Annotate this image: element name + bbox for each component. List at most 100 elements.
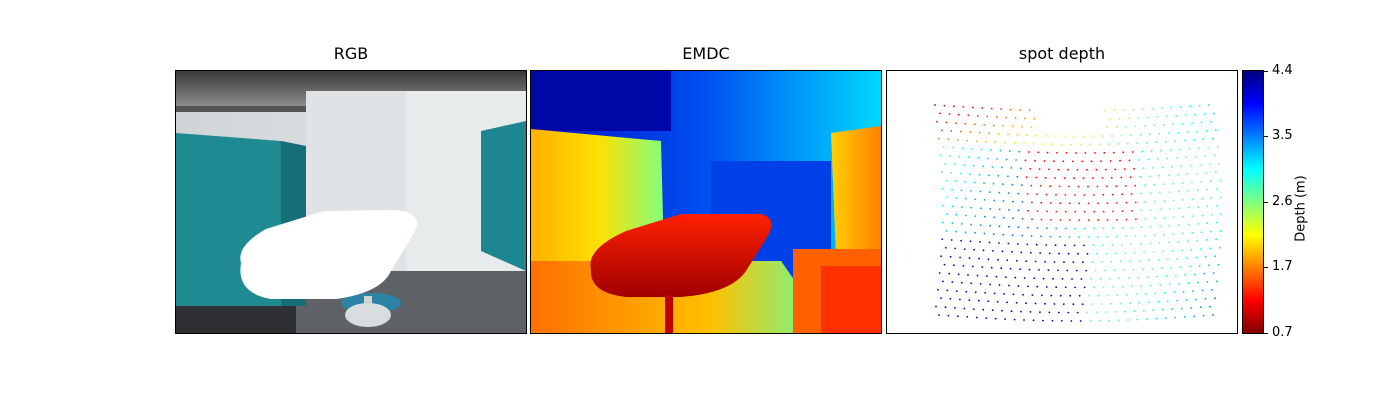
depth-spot bbox=[1023, 142, 1025, 145]
depth-spot bbox=[1179, 148, 1181, 151]
depth-spot bbox=[1070, 143, 1072, 146]
depth-spot bbox=[1164, 317, 1167, 319]
depth-spot bbox=[942, 204, 944, 207]
depth-spot bbox=[1004, 276, 1007, 278]
depth-spot bbox=[1001, 166, 1003, 169]
depth-spot bbox=[1039, 311, 1041, 314]
depth-spot bbox=[992, 233, 995, 236]
depth-spot bbox=[1204, 155, 1206, 157]
rgb-title: RGB bbox=[333, 44, 369, 63]
depth-spot bbox=[1002, 233, 1005, 236]
depth-spot bbox=[955, 213, 958, 216]
depth-spot bbox=[1036, 193, 1038, 196]
depth-spot bbox=[1071, 278, 1073, 280]
depth-spot bbox=[960, 223, 963, 225]
depth-spot bbox=[1161, 166, 1164, 169]
depth-spot bbox=[961, 206, 963, 209]
depth-spot bbox=[1157, 300, 1160, 303]
depth-spot bbox=[996, 300, 999, 303]
depth-spot bbox=[1155, 317, 1158, 320]
depth-spot bbox=[1134, 125, 1137, 128]
colorbar-label: Depth (m) bbox=[1293, 175, 1309, 242]
depth-spot bbox=[1116, 218, 1118, 221]
depth-spot bbox=[1172, 182, 1174, 185]
depth-spot bbox=[985, 140, 987, 143]
depth-spot bbox=[1136, 142, 1139, 145]
depth-spot bbox=[969, 240, 972, 243]
depth-spot bbox=[965, 214, 967, 217]
depth-spot bbox=[945, 121, 948, 124]
depth-spot bbox=[1174, 316, 1177, 319]
depth-spot bbox=[1091, 303, 1094, 305]
depth-spot bbox=[1146, 276, 1149, 278]
depth-spot bbox=[1090, 278, 1092, 280]
depth-spot bbox=[1043, 160, 1046, 162]
depth-spot bbox=[1112, 210, 1114, 213]
depth-spot bbox=[1008, 150, 1011, 152]
depth-spot bbox=[980, 148, 983, 151]
depth-spot bbox=[1189, 164, 1192, 167]
depth-spot bbox=[1193, 273, 1196, 276]
depth-spot bbox=[1048, 252, 1051, 255]
depth-spot bbox=[1038, 168, 1041, 170]
depth-spot bbox=[1094, 269, 1097, 272]
depth-spot bbox=[1158, 174, 1160, 177]
depth-spot bbox=[1059, 219, 1062, 221]
depth-spot bbox=[997, 258, 999, 261]
depth-spot bbox=[1138, 159, 1140, 161]
depth-spot bbox=[970, 282, 973, 285]
depth-spot bbox=[1140, 209, 1143, 212]
depth-spot bbox=[1059, 294, 1062, 297]
depth-spot bbox=[1148, 133, 1151, 136]
depth-spot bbox=[1196, 130, 1198, 133]
depth-spot bbox=[1110, 260, 1113, 263]
depth-spot bbox=[1153, 234, 1156, 237]
depth-spot bbox=[991, 166, 994, 168]
depth-spot bbox=[963, 307, 966, 310]
depth-spot bbox=[1135, 293, 1138, 296]
depth-spot bbox=[1057, 168, 1060, 171]
depth-spot bbox=[1152, 167, 1154, 169]
depth-spot bbox=[1019, 268, 1021, 271]
depth-spot bbox=[1026, 243, 1029, 246]
depth-spot bbox=[1103, 151, 1106, 154]
depth-spot bbox=[1027, 285, 1029, 288]
depth-spot bbox=[1062, 160, 1065, 163]
depth-spot bbox=[1129, 260, 1131, 263]
depth-spot bbox=[1177, 173, 1179, 176]
depth-spot bbox=[1081, 160, 1084, 163]
depth-spot bbox=[1026, 193, 1029, 195]
depth-spot bbox=[1098, 319, 1101, 322]
depth-spot bbox=[959, 130, 962, 133]
depth-spot bbox=[1196, 172, 1198, 175]
depth-spot bbox=[1120, 134, 1123, 137]
depth-spot bbox=[1187, 223, 1190, 226]
depth-spot bbox=[1188, 148, 1191, 150]
depth-spot bbox=[1031, 218, 1033, 221]
depth-spot bbox=[956, 139, 959, 141]
depth-spot bbox=[1111, 134, 1113, 137]
depth-spot bbox=[1193, 315, 1195, 318]
depth-spot bbox=[949, 297, 952, 300]
depth-spot bbox=[1160, 267, 1163, 270]
depth-spot bbox=[1076, 311, 1079, 314]
depth-spot bbox=[1130, 134, 1132, 137]
depth-spot bbox=[1139, 175, 1142, 178]
depth-spot bbox=[1074, 194, 1076, 196]
depth-spot bbox=[1176, 257, 1179, 260]
depth-spot bbox=[990, 149, 992, 151]
depth-spot bbox=[942, 221, 944, 224]
depth-spot bbox=[1076, 168, 1079, 171]
depth-spot bbox=[1173, 291, 1176, 294]
depth-spot bbox=[975, 316, 978, 319]
depth-spot bbox=[1146, 318, 1148, 320]
depth-spot bbox=[1007, 175, 1009, 178]
colorbar-tick bbox=[1263, 136, 1268, 137]
depth-spot bbox=[1120, 176, 1123, 179]
depth-spot bbox=[961, 147, 964, 150]
depth-spot bbox=[1133, 251, 1136, 254]
depth-spot bbox=[1064, 194, 1067, 196]
depth-spot bbox=[1177, 190, 1180, 193]
depth-spot bbox=[1203, 113, 1206, 115]
depth-spot bbox=[1009, 267, 1012, 270]
